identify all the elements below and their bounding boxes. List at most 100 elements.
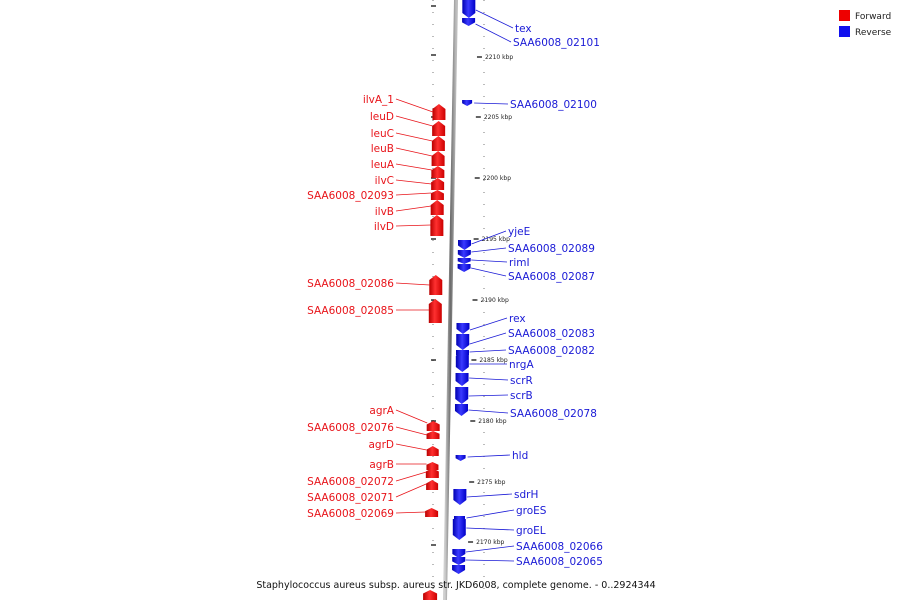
forward-gene-label[interactable]: ilvA_1 [363, 94, 394, 106]
forward-gene-label[interactable]: SAA6008_02069 [307, 508, 394, 520]
legend-forward-label: Forward [855, 12, 891, 22]
reverse-gene-arrow[interactable] [462, 0, 476, 18]
forward-gene-arrow[interactable] [430, 200, 444, 215]
reverse-gene-arrow[interactable] [457, 250, 471, 258]
forward-gene-label[interactable]: ilvD [374, 221, 394, 233]
reverse-gene-label[interactable]: nrgA [509, 359, 534, 371]
reverse-gene-label[interactable]: SAA6008_02078 [510, 408, 597, 420]
forward-gene-label[interactable]: SAA6008_02072 [307, 476, 394, 488]
forward-gene-arrow[interactable] [425, 468, 439, 478]
forward-gene-arrow[interactable] [432, 104, 446, 120]
forward-gene-arrow[interactable] [431, 136, 445, 151]
reverse-gene-arrow[interactable] [456, 334, 470, 350]
forward-gene-arrow[interactable] [428, 299, 442, 323]
reverse-gene-label[interactable]: groES [516, 505, 547, 517]
reverse-gene-label[interactable]: rimI [509, 257, 530, 269]
legend: Forward Reverse [839, 10, 892, 38]
reverse-gene-arrow[interactable] [462, 18, 476, 26]
forward-gene-arrow[interactable] [426, 462, 439, 470]
forward-gene-arrow[interactable] [426, 421, 440, 431]
reverse-gene-leader [468, 409, 509, 414]
legend-reverse-swatch [839, 26, 850, 37]
forward-gene-label[interactable]: SAA6008_02071 [307, 492, 394, 504]
forward-gene-leader [395, 282, 430, 286]
genome-backbone [443, 0, 458, 600]
reverse-gene-label[interactable]: groEL [516, 525, 546, 537]
reverse-gene-label[interactable]: SAA6008_02066 [516, 541, 603, 553]
scale-tick-label: 2195 kbp [482, 236, 510, 243]
forward-gene-arrow[interactable] [423, 590, 438, 600]
reverse-gene-arrow[interactable] [455, 373, 469, 386]
reverse-gene-label[interactable]: SAA6008_02100 [510, 99, 597, 111]
forward-gene-label[interactable]: SAA6008_02076 [307, 422, 394, 434]
forward-gene-label[interactable]: agrD [368, 439, 394, 451]
forward-gene-arrow[interactable] [429, 275, 443, 295]
forward-gene-leader [395, 426, 428, 436]
forward-gene-label[interactable]: agrB [369, 459, 394, 471]
reverse-gene-arrow[interactable] [455, 356, 469, 372]
reverse-gene-label[interactable]: scrR [510, 375, 533, 387]
forward-gene-label[interactable]: SAA6008_02086 [307, 278, 394, 290]
reverse-gene-arrow[interactable] [452, 557, 466, 565]
forward-gene-arrow[interactable] [432, 121, 446, 136]
forward-gene-arrow[interactable] [426, 431, 440, 439]
forward-gene-arrow[interactable] [430, 215, 444, 236]
reverse-gene-label[interactable]: hld [512, 450, 528, 462]
forward-gene-arrow[interactable] [425, 508, 439, 517]
forward-gene-arrow[interactable] [431, 151, 445, 166]
reverse-gene-label[interactable]: SAA6008_02083 [508, 328, 595, 340]
legend-forward-swatch [839, 10, 850, 21]
reverse-gene-arrow[interactable] [453, 489, 467, 505]
reverse-gene-leader [475, 9, 514, 29]
reverse-gene-label[interactable]: SAA6008_02089 [508, 243, 595, 255]
reverse-gene-arrow[interactable] [452, 519, 466, 540]
forward-gene-leader [395, 147, 433, 157]
forward-gene-arrow[interactable] [426, 446, 439, 456]
reverse-gene-arrow[interactable] [452, 549, 466, 558]
forward-gene-leader [395, 511, 426, 514]
reverse-gene-arrow[interactable] [458, 240, 472, 250]
reverse-gene-label[interactable]: rex [509, 313, 526, 325]
forward-gene-leader [395, 179, 432, 185]
forward-gene-label[interactable]: agrA [369, 405, 394, 417]
forward-gene-arrow[interactable] [430, 190, 444, 200]
forward-gene-label[interactable]: ilvB [375, 206, 394, 218]
reverse-gene-label[interactable]: yjeE [508, 226, 530, 238]
reverse-gene-label[interactable]: scrB [510, 390, 533, 402]
reverse-gene-arrow[interactable] [452, 565, 466, 574]
forward-gene-label[interactable]: ilvC [375, 175, 394, 187]
forward-gene-label[interactable]: leuA [371, 159, 395, 171]
forward-gene-label[interactable]: leuB [371, 143, 394, 155]
reverse-gene-arrow[interactable] [455, 455, 466, 461]
reverse-gene-label[interactable]: SAA6008_02087 [508, 271, 595, 283]
forward-gene-arrow[interactable] [431, 178, 445, 190]
forward-gene-leader [395, 163, 432, 171]
scale-tick-label: 2185 kbp [479, 357, 507, 364]
forward-gene-label[interactable]: leuD [370, 111, 394, 123]
reverse-gene-arrow[interactable] [457, 264, 471, 272]
reverse-gene-label[interactable]: tex [515, 23, 532, 35]
reverse-gene-leader [471, 247, 507, 253]
forward-gene-label[interactable]: leuC [371, 128, 394, 140]
reverse-gene-arrow[interactable] [455, 387, 469, 404]
reverse-gene-label[interactable]: SAA6008_02082 [508, 345, 595, 357]
reverse-gene-label[interactable]: SAA6008_02065 [516, 556, 603, 568]
reverse-gene-label[interactable]: SAA6008_02101 [513, 37, 600, 49]
reverse-gene-label[interactable]: sdrH [514, 489, 538, 501]
reverse-gene-leader [466, 509, 515, 519]
reverse-gene-leader [471, 230, 507, 245]
reverse-gene-leader [465, 545, 515, 553]
forward-gene-arrow[interactable] [431, 166, 445, 178]
forward-gene-label[interactable]: SAA6008_02085 [307, 305, 394, 317]
forward-gene-label[interactable]: SAA6008_02093 [307, 190, 394, 202]
forward-gene-leader [395, 409, 428, 424]
forward-gene-arrow[interactable] [426, 480, 439, 490]
forward-gene-leader [395, 205, 432, 212]
forward-gene-leader [395, 471, 427, 482]
reverse-gene-leader [469, 317, 508, 331]
reverse-gene-arrow[interactable] [457, 258, 471, 264]
reverse-gene-arrow[interactable] [454, 404, 468, 416]
reverse-gene-arrow[interactable] [462, 100, 473, 106]
scale-tick-label: 2205 kbp [484, 114, 512, 121]
reverse-gene-arrow[interactable] [456, 323, 470, 334]
